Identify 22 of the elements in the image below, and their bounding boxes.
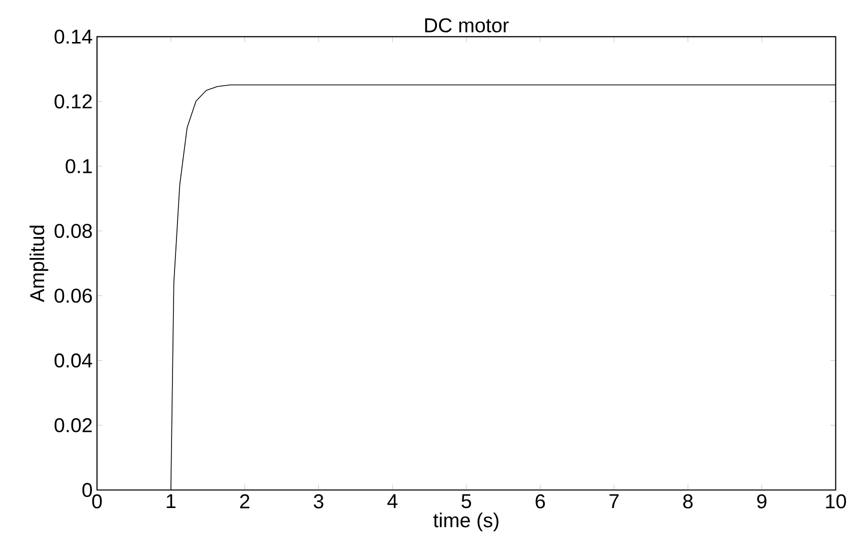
x-tick-label: 5 <box>462 494 472 508</box>
chart-title: DC motor <box>425 18 509 32</box>
x-tick-label: 0 <box>92 494 102 508</box>
y-tick-label: 0 <box>82 482 92 498</box>
y-tick-label: 0.06 <box>54 288 92 303</box>
y-tick-label: 0.08 <box>54 224 92 238</box>
x-tick-label: 1 <box>166 494 176 508</box>
y-tick-label: 0.12 <box>54 94 92 108</box>
x-axis-title: time (s) <box>433 512 498 532</box>
y-tick-label: 0.1 <box>66 159 92 174</box>
y-tick-label: 0.14 <box>54 30 92 44</box>
x-tick-label: 8 <box>683 494 693 508</box>
x-tick-label: 6 <box>536 494 545 508</box>
x-tick-label: 10 <box>826 494 846 508</box>
x-tick-label: 2 <box>240 494 250 508</box>
x-tick-label: 3 <box>314 494 324 508</box>
y-axis-title: Amplitud <box>30 226 48 302</box>
y-tick-label: 0.04 <box>54 353 92 368</box>
x-tick-label: 9 <box>757 494 766 508</box>
y-tick-label: 0.02 <box>54 418 92 432</box>
x-tick-label: 4 <box>387 494 398 508</box>
x-tick-label: 7 <box>610 494 619 508</box>
